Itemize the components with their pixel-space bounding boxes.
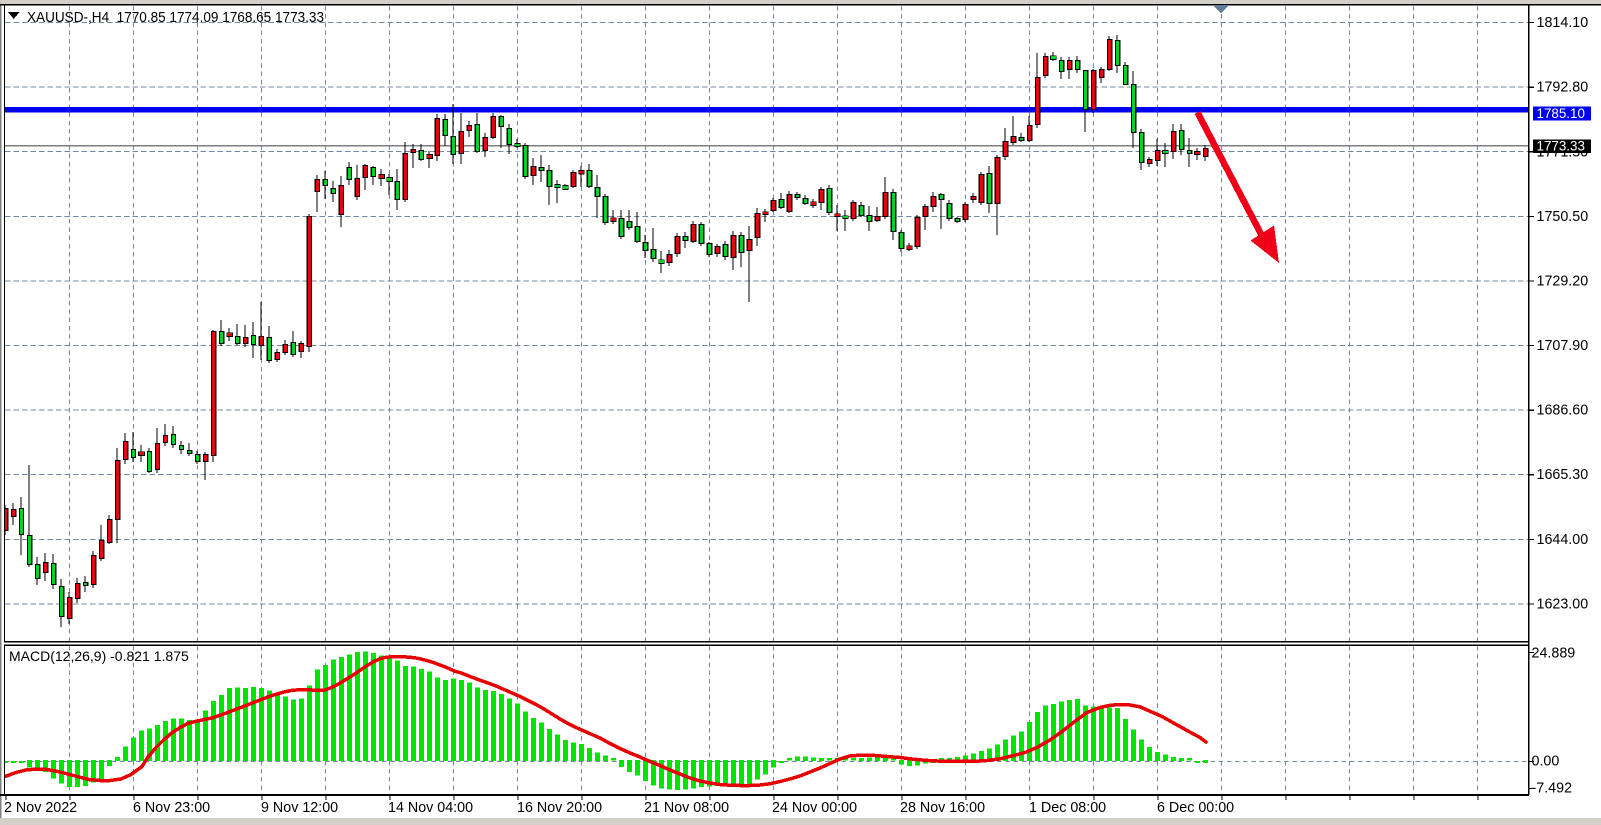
svg-text:24 Nov 00:00: 24 Nov 00:00 bbox=[772, 800, 857, 816]
svg-text:XAUUSD-,H4 1770.85 1774.09 17: XAUUSD-,H4 1770.85 1774.09 1768.65 1773.… bbox=[27, 9, 324, 26]
svg-text:1773.33: 1773.33 bbox=[1537, 139, 1585, 154]
svg-text:24.889: 24.889 bbox=[1532, 646, 1576, 662]
svg-text:21 Nov 08:00: 21 Nov 08:00 bbox=[644, 800, 729, 816]
svg-text:1814.10: 1814.10 bbox=[1537, 15, 1589, 31]
svg-text:1729.20: 1729.20 bbox=[1537, 273, 1589, 289]
svg-text:1665.30: 1665.30 bbox=[1537, 467, 1589, 483]
svg-text:6 Nov 23:00: 6 Nov 23:00 bbox=[133, 800, 210, 816]
svg-text:1750.50: 1750.50 bbox=[1537, 209, 1589, 225]
svg-text:16 Nov 20:00: 16 Nov 20:00 bbox=[517, 800, 602, 816]
svg-text:1644.00: 1644.00 bbox=[1537, 532, 1589, 548]
svg-text:0.00: 0.00 bbox=[1532, 754, 1560, 770]
svg-text:1623.00: 1623.00 bbox=[1537, 596, 1589, 612]
svg-text:MACD(12,26,9) -0.821 1.875: MACD(12,26,9) -0.821 1.875 bbox=[9, 648, 189, 664]
svg-text:1785.10: 1785.10 bbox=[1537, 106, 1585, 121]
svg-text:1 Dec 08:00: 1 Dec 08:00 bbox=[1029, 800, 1106, 816]
svg-text:28 Nov 16:00: 28 Nov 16:00 bbox=[900, 800, 985, 816]
svg-text:1686.60: 1686.60 bbox=[1537, 403, 1589, 419]
svg-text:1792.80: 1792.80 bbox=[1537, 80, 1589, 96]
svg-text:6 Dec 00:00: 6 Dec 00:00 bbox=[1157, 800, 1234, 816]
svg-text:2 Nov 2022: 2 Nov 2022 bbox=[4, 800, 77, 816]
svg-text:9 Nov 12:00: 9 Nov 12:00 bbox=[261, 800, 338, 816]
svg-text:1707.90: 1707.90 bbox=[1537, 338, 1589, 354]
svg-text:14 Nov 04:00: 14 Nov 04:00 bbox=[388, 800, 473, 816]
svg-text:-7.492: -7.492 bbox=[1532, 781, 1573, 797]
